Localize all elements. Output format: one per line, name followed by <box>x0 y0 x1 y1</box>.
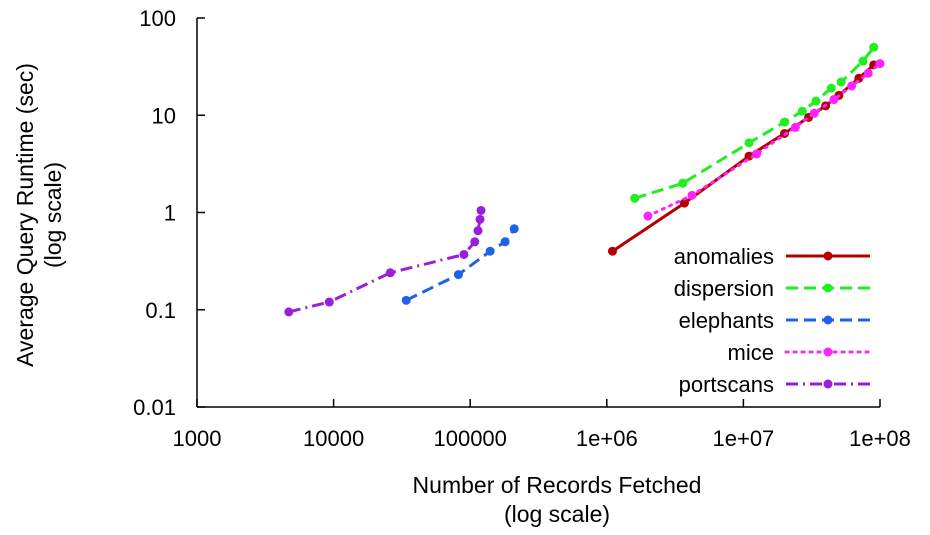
legend-item-dispersion: dispersion <box>674 276 870 301</box>
data-point-dispersion <box>858 56 868 66</box>
series-line-portscans <box>288 210 483 314</box>
legend-marker <box>823 347 833 357</box>
y-tick-label: 0.1 <box>145 298 176 323</box>
x-tick-label: 100000 <box>433 426 506 451</box>
legend-marker <box>823 283 833 293</box>
data-point-elephants <box>500 237 510 247</box>
data-point-mice <box>790 122 800 132</box>
data-point-mice <box>643 211 653 221</box>
y-tick-label: 0.01 <box>133 395 176 420</box>
x-axis-subtitle: (log scale) <box>504 501 610 527</box>
data-point-portscans <box>476 205 486 215</box>
data-point-mice <box>809 108 819 118</box>
data-point-dispersion <box>811 96 821 106</box>
legend-label: dispersion <box>674 276 774 301</box>
series-line-elephants <box>405 227 516 302</box>
data-point-portscans <box>475 214 485 224</box>
data-point-dispersion <box>630 193 640 203</box>
series-line-mice <box>646 62 882 218</box>
plot-frame <box>196 18 880 408</box>
x-tick-label: 1e+08 <box>849 426 911 451</box>
legend-marker <box>823 315 833 325</box>
y-tick-label: 1 <box>164 201 176 226</box>
legend-label: anomalies <box>674 244 774 269</box>
series-mice <box>643 59 885 221</box>
data-point-anomalies <box>679 198 689 208</box>
y-tick-label: 10 <box>152 103 176 128</box>
legend: anomalies dispersion elephants mice portscan… <box>674 244 872 397</box>
y-axis-subtitle: (log scale) <box>40 162 66 268</box>
legend-marker <box>823 379 833 389</box>
data-point-elephants <box>509 224 519 234</box>
data-point-portscans <box>385 268 395 278</box>
y-axis-title: Average Query Runtime (sec) <box>12 63 38 367</box>
series-elephants <box>401 224 519 305</box>
data-point-dispersion <box>797 106 807 116</box>
data-point-anomalies <box>607 246 617 256</box>
legend-item-elephants: elephants <box>679 308 870 333</box>
data-point-elephants <box>401 295 411 305</box>
data-point-portscans <box>324 297 334 307</box>
series-anomalies <box>607 60 879 256</box>
legend-marker <box>823 251 833 261</box>
data-point-dispersion <box>869 42 879 52</box>
y-axis-ticks: 0.01 0.1 1 10 100 <box>133 6 205 420</box>
x-tick-label: 1e+07 <box>713 426 775 451</box>
y-tick-label: 100 <box>139 6 176 31</box>
legend-label: mice <box>728 340 774 365</box>
legend-label: portscans <box>679 372 774 397</box>
x-axis-title: Number of Records Fetched <box>413 472 702 498</box>
data-point-dispersion <box>678 178 688 188</box>
data-point-dispersion <box>836 77 846 87</box>
data-point-mice <box>863 68 873 78</box>
data-point-elephants <box>485 246 495 256</box>
data-point-portscans <box>470 237 480 247</box>
data-point-anomalies <box>744 151 754 161</box>
data-point-mice <box>687 190 697 200</box>
data-point-portscans <box>473 226 483 236</box>
data-point-mice <box>752 149 762 159</box>
x-tick-label: 1000 <box>173 426 222 451</box>
legend-item-anomalies: anomalies <box>674 244 870 269</box>
data-point-dispersion <box>780 117 790 127</box>
series-dispersion <box>630 42 879 203</box>
legend-item-portscans: portscans <box>679 372 870 397</box>
data-point-dispersion <box>744 138 754 148</box>
series-layer <box>284 42 885 317</box>
data-point-portscans <box>459 249 469 259</box>
data-point-mice <box>829 95 839 105</box>
series-portscans <box>284 205 486 317</box>
data-point-portscans <box>284 307 294 317</box>
series-line-dispersion <box>634 46 875 200</box>
legend-item-mice: mice <box>728 340 872 365</box>
x-axis-ticks: 1000 10000 100000 1e+06 1e+07 1e+08 <box>173 399 911 451</box>
data-point-dispersion <box>826 83 836 93</box>
x-tick-label: 10000 <box>303 426 364 451</box>
data-point-mice <box>847 81 857 91</box>
data-point-mice <box>875 59 885 69</box>
x-tick-label: 1e+06 <box>576 426 638 451</box>
data-point-elephants <box>453 270 463 280</box>
legend-label: elephants <box>679 308 774 333</box>
series-line-anomalies <box>611 63 875 253</box>
